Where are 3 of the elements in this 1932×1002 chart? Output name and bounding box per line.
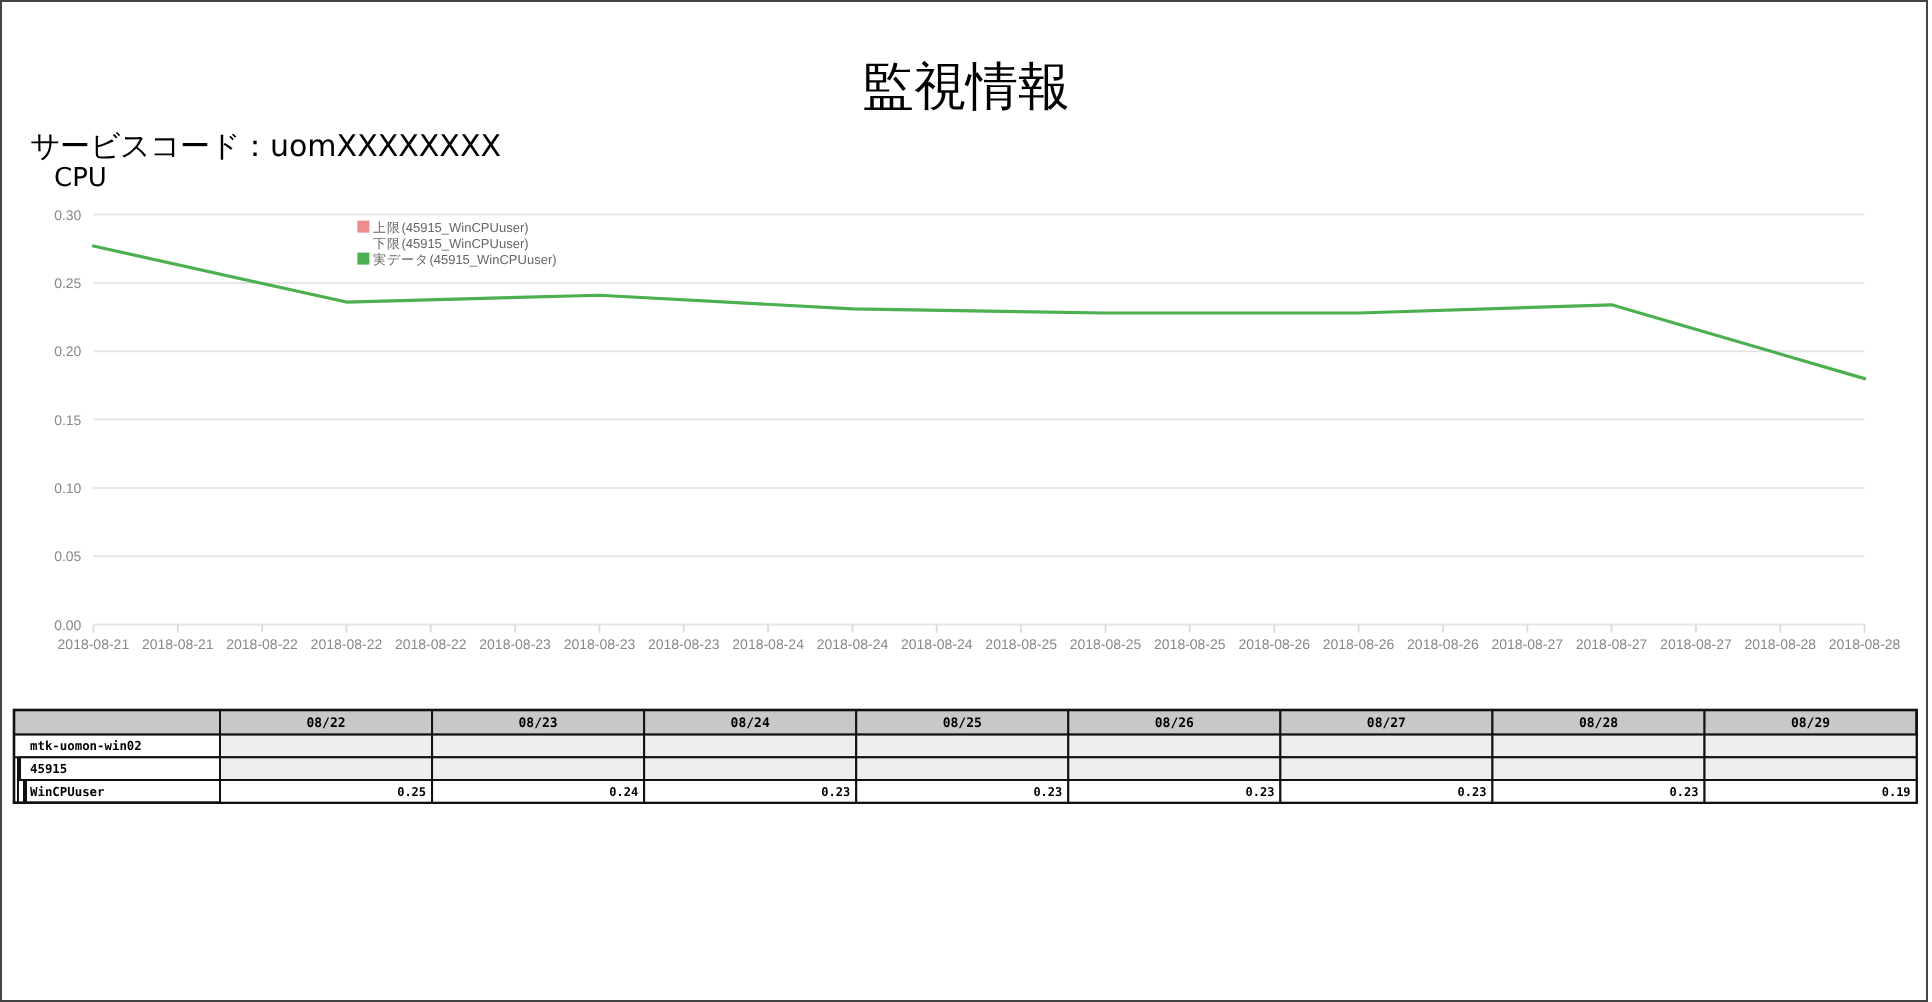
text: CPU	[54, 164, 107, 194]
chart-title: 監視情報	[862, 58, 1070, 118]
chart-subtitle: サービスコード：uomXXXXXXXX	[30, 128, 502, 164]
